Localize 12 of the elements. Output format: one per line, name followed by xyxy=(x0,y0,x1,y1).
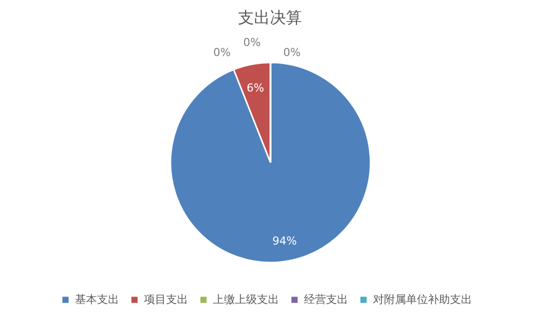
legend-label: 对附属单位补助支出 xyxy=(373,292,472,306)
chart-title: 支出决算 xyxy=(238,8,302,27)
pie-slice xyxy=(170,62,372,264)
legend-label: 基本支出 xyxy=(75,292,119,306)
legend-label: 经营支出 xyxy=(304,292,348,306)
text: 0% xyxy=(283,46,301,59)
text: 0% xyxy=(243,36,261,49)
legend-label: 上缴上级支出 xyxy=(213,292,279,306)
data-label: 94% xyxy=(272,234,297,248)
text: 0% xyxy=(213,46,231,59)
legend-label: 项目支出 xyxy=(144,292,188,306)
data-label: 6% xyxy=(246,81,264,94)
